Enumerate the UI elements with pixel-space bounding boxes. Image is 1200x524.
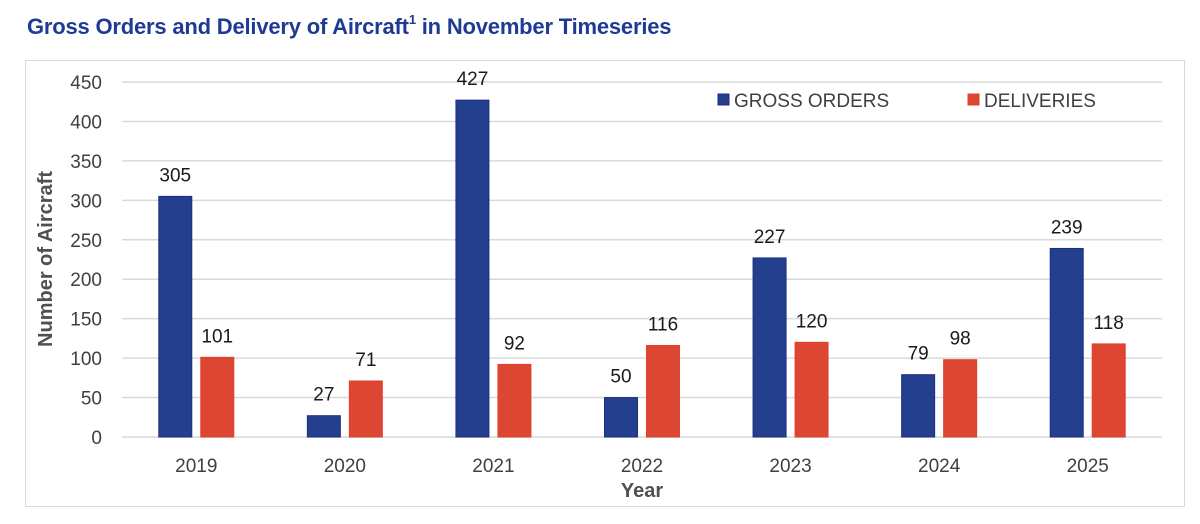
data-label: 116 xyxy=(648,314,678,335)
y-tick-label: 400 xyxy=(70,112,102,133)
legend-gross-orders: GROSS ORDERS xyxy=(717,91,889,112)
x-tick-label: 2021 xyxy=(472,456,514,477)
data-label: 427 xyxy=(457,69,489,90)
legend-gross-orders-label: GROSS ORDERS xyxy=(734,91,889,112)
legend-deliveries: DELIVERIES xyxy=(967,91,1096,112)
x-tick-label: 2024 xyxy=(918,456,961,477)
data-label: 50 xyxy=(610,367,631,388)
y-tick-label: 200 xyxy=(70,270,102,291)
data-label: 98 xyxy=(950,329,971,350)
chart-title-footnote: 1 xyxy=(408,12,416,27)
bar-deliveries-2021 xyxy=(497,363,532,438)
bar-gross-orders-2020 xyxy=(306,415,341,438)
bar-gross-orders-2021 xyxy=(455,99,490,438)
bar-gross-orders-2025 xyxy=(1049,247,1084,438)
y-tick-label: 250 xyxy=(70,231,102,252)
x-tick-label: 2020 xyxy=(324,456,366,477)
data-labels: 305 101 27 71 427 92 50 116 227 120 79 98 239 118 xyxy=(159,69,1123,406)
bar-deliveries-2019 xyxy=(200,356,235,438)
legend-deliveries-label: DELIVERIES xyxy=(984,91,1096,112)
y-tick-label: 450 xyxy=(70,73,102,94)
chart-title-main: Gross Orders and Delivery of Aircraft xyxy=(27,14,409,39)
data-label: 27 xyxy=(313,385,334,406)
bars xyxy=(158,99,1126,438)
bar-deliveries-2024 xyxy=(943,359,978,438)
data-label: 71 xyxy=(355,350,376,371)
data-label: 92 xyxy=(504,333,525,354)
data-label: 101 xyxy=(201,326,233,347)
bar-deliveries-2022 xyxy=(646,344,680,438)
gridlines xyxy=(122,81,1162,438)
y-axis-ticks: 0 50 100 150 200 250 300 350 400 450 xyxy=(70,73,102,449)
x-tick-label: 2019 xyxy=(175,456,217,477)
y-tick-label: 300 xyxy=(70,191,102,212)
y-tick-label: 0 xyxy=(91,428,102,449)
data-label: 120 xyxy=(796,311,828,332)
y-axis-label: Number of Aircraft xyxy=(35,171,57,347)
y-tick-label: 50 xyxy=(81,389,102,410)
bar-deliveries-2023 xyxy=(794,341,829,438)
y-tick-label: 100 xyxy=(70,349,102,370)
bar-deliveries-2020 xyxy=(348,380,383,438)
legend: GROSS ORDERS DELIVERIES xyxy=(717,91,1096,112)
bar-gross-orders-2019 xyxy=(158,195,193,438)
bar-gross-orders-2023 xyxy=(752,257,787,438)
data-label: 227 xyxy=(754,227,786,248)
x-axis-label: Year xyxy=(621,480,663,502)
x-axis-ticks: 2019 2020 2021 2022 2023 2024 2025 xyxy=(175,456,1109,477)
legend-deliveries-swatch xyxy=(967,93,980,106)
bar-gross-orders-2022 xyxy=(604,397,638,438)
legend-gross-orders-swatch xyxy=(717,93,730,106)
y-tick-label: 350 xyxy=(70,152,102,173)
x-tick-label: 2023 xyxy=(769,456,811,477)
y-tick-label: 150 xyxy=(70,310,102,331)
data-label: 305 xyxy=(159,165,191,186)
bar-deliveries-2025 xyxy=(1091,343,1126,438)
data-label: 118 xyxy=(1094,313,1124,334)
data-label: 79 xyxy=(908,344,929,365)
chart-title-suffix: in November Timeseries xyxy=(421,14,672,39)
chart-title: Gross Orders and Delivery of Aircraft1 i… xyxy=(27,12,672,40)
bar-gross-orders-2024 xyxy=(901,374,936,438)
x-tick-label: 2022 xyxy=(621,456,663,477)
x-tick-label: 2025 xyxy=(1067,456,1109,477)
data-label: 239 xyxy=(1051,217,1083,238)
chart-frame xyxy=(25,60,1185,507)
